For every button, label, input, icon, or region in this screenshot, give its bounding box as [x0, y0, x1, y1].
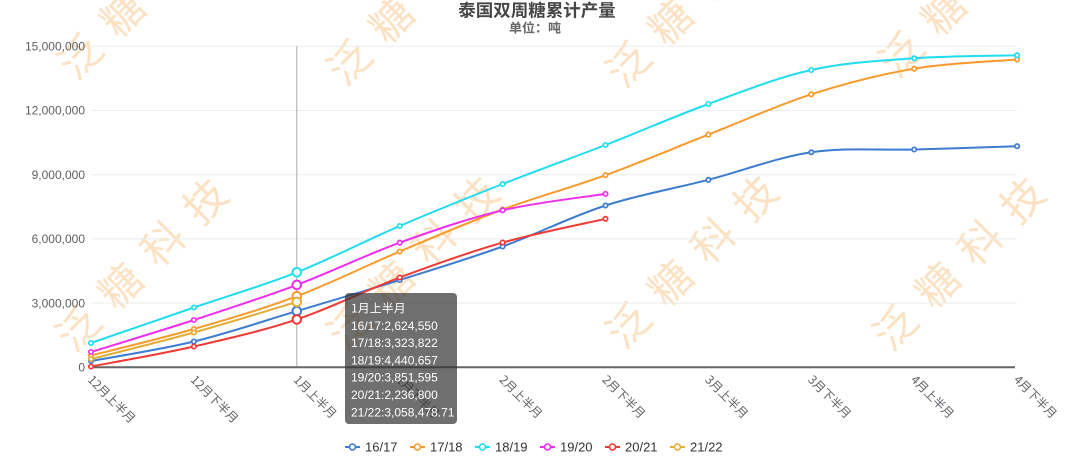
- svg-text:18/19: 18/19: [495, 440, 528, 455]
- svg-text:20/21: 20/21: [625, 440, 658, 455]
- svg-text:17/18: 17/18: [430, 440, 463, 455]
- svg-text:20/21:2,236,800: 20/21:2,236,800: [351, 388, 438, 402]
- svg-text:12,000,000: 12,000,000: [25, 104, 85, 118]
- svg-text:21/22:3,058,478.71: 21/22:3,058,478.71: [351, 405, 455, 419]
- svg-text:21/22: 21/22: [690, 440, 723, 455]
- svg-text:16/17: 16/17: [365, 440, 398, 455]
- svg-text:16/17:2,624,550: 16/17:2,624,550: [351, 319, 438, 333]
- svg-text:9,000,000: 9,000,000: [32, 168, 86, 182]
- svg-text:6,000,000: 6,000,000: [32, 232, 86, 246]
- svg-text:0: 0: [78, 361, 85, 375]
- svg-text:17/18:3,323,822: 17/18:3,323,822: [351, 336, 438, 350]
- svg-text:19/20:3,851,595: 19/20:3,851,595: [351, 371, 438, 385]
- svg-text:3,000,000: 3,000,000: [32, 296, 86, 310]
- svg-text:18/19:4,440,657: 18/19:4,440,657: [351, 353, 438, 367]
- svg-text:19/20: 19/20: [560, 440, 593, 455]
- svg-text:15,000,000: 15,000,000: [25, 40, 85, 54]
